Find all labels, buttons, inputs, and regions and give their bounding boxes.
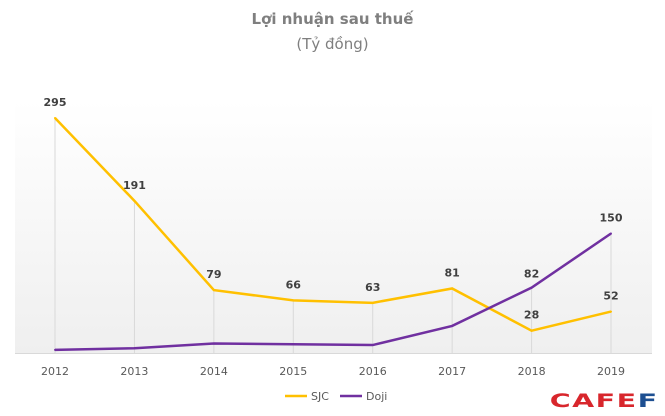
data-point xyxy=(212,289,215,292)
data-point xyxy=(610,232,613,235)
chart-subtitle: (Tỷ đồng) xyxy=(296,35,369,53)
plot-area xyxy=(15,100,652,353)
data-point xyxy=(292,299,295,302)
x-tick-label: 2016 xyxy=(359,365,387,378)
data-label: 295 xyxy=(44,96,67,109)
data-point xyxy=(530,286,533,289)
data-point xyxy=(292,343,295,346)
data-point xyxy=(212,342,215,345)
data-point xyxy=(54,348,56,351)
data-point xyxy=(371,301,374,304)
x-tick-label: 2017 xyxy=(438,365,466,378)
data-point xyxy=(133,199,136,202)
data-point xyxy=(530,329,533,332)
x-tick-label: 2019 xyxy=(597,365,625,378)
x-tick-label: 2018 xyxy=(518,365,546,378)
data-label: 81 xyxy=(444,266,459,279)
data-point xyxy=(451,287,454,290)
x-tick-label: 2014 xyxy=(200,365,228,378)
data-point xyxy=(54,117,56,119)
data-label: 63 xyxy=(365,281,380,294)
data-point xyxy=(451,324,454,327)
chart-title: Lợi nhuận sau thuế xyxy=(251,10,414,28)
data-label: 82 xyxy=(524,268,539,281)
data-label: 52 xyxy=(603,290,618,303)
legend-label-sjc: SJC xyxy=(311,390,329,403)
x-tick-label: 2012 xyxy=(41,365,69,378)
data-point xyxy=(133,347,136,350)
data-label: 28 xyxy=(524,309,539,322)
data-label: 150 xyxy=(600,212,623,225)
series-line-sjc xyxy=(54,117,612,333)
legend-label-doji: Doji xyxy=(366,390,387,403)
data-label: 66 xyxy=(286,278,302,291)
data-label: 191 xyxy=(123,179,146,192)
data-point xyxy=(610,310,613,313)
data-point xyxy=(371,344,374,347)
cafef-logo: CAFEF xyxy=(550,390,659,412)
x-tick-label: 2013 xyxy=(120,365,148,378)
series-line-doji xyxy=(54,232,612,352)
x-tick-label: 2015 xyxy=(279,365,307,378)
data-label: 79 xyxy=(206,268,221,281)
